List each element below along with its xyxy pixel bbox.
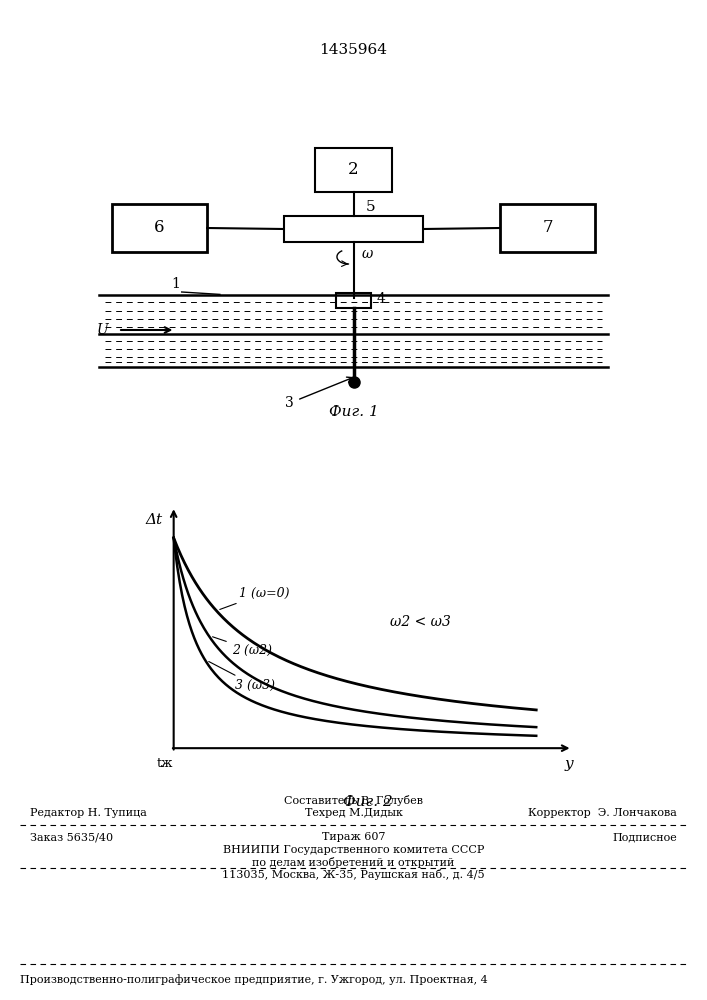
Text: y: y bbox=[565, 757, 573, 771]
Text: 3: 3 bbox=[286, 377, 353, 410]
Text: tж: tж bbox=[156, 757, 173, 770]
Text: Фиг. 1: Фиг. 1 bbox=[329, 405, 378, 419]
Text: 1: 1 bbox=[171, 277, 180, 291]
Text: 6: 6 bbox=[154, 220, 165, 236]
Text: Редактор Н. Тупица: Редактор Н. Тупица bbox=[30, 808, 147, 818]
Text: 113035, Москва, Ж-35, Раушская наб., д. 4/5: 113035, Москва, Ж-35, Раушская наб., д. … bbox=[222, 869, 485, 880]
Bar bbox=[284, 216, 423, 242]
Text: Корректор  Э. Лончакова: Корректор Э. Лончакова bbox=[528, 808, 677, 818]
Text: Δt: Δt bbox=[146, 513, 163, 527]
Text: Составитель В. Голубев: Составитель В. Голубев bbox=[284, 795, 423, 806]
Text: ω2 < ω3: ω2 < ω3 bbox=[390, 615, 450, 629]
Text: U: U bbox=[97, 323, 109, 337]
Text: 5: 5 bbox=[366, 200, 375, 214]
Text: 1 (ω=0): 1 (ω=0) bbox=[220, 587, 289, 609]
Text: 2 (ω2): 2 (ω2) bbox=[213, 637, 271, 657]
Text: ВНИИПИ Государственного комитета СССР: ВНИИПИ Государственного комитета СССР bbox=[223, 845, 484, 855]
Text: Фиг. 2: Фиг. 2 bbox=[343, 795, 392, 809]
Text: Подписное: Подписное bbox=[612, 832, 677, 842]
Text: по делам изобретений и открытий: по делам изобретений и открытий bbox=[252, 857, 455, 868]
Text: Заказ 5635/40: Заказ 5635/40 bbox=[30, 832, 113, 842]
Text: 7: 7 bbox=[542, 220, 553, 236]
Text: 3 (ω3): 3 (ω3) bbox=[209, 662, 275, 692]
Bar bbox=[336, 293, 371, 308]
Bar bbox=[500, 204, 595, 252]
Bar bbox=[112, 204, 207, 252]
Text: Техред М.Дидык: Техред М.Дидык bbox=[305, 808, 402, 818]
Text: 1435964: 1435964 bbox=[320, 43, 387, 57]
Text: Производственно-полиграфическое предприятие, г. Ужгород, ул. Проектная, 4: Производственно-полиграфическое предприя… bbox=[20, 974, 488, 985]
Text: Тираж 607: Тираж 607 bbox=[322, 832, 385, 842]
Text: 4: 4 bbox=[376, 292, 385, 306]
Text: ω: ω bbox=[361, 247, 373, 261]
Text: 2: 2 bbox=[348, 161, 359, 178]
Bar bbox=[315, 148, 392, 192]
